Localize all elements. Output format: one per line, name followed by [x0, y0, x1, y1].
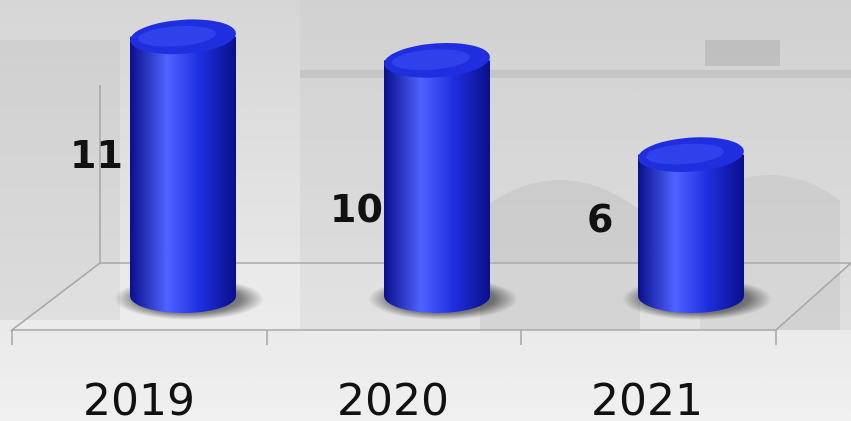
bar-body: [638, 154, 744, 313]
labels-layer: 11 2019 10 2020 6 2021: [70, 133, 703, 421]
bars-layer: [114, 19, 772, 320]
data-label-2020: 10: [330, 187, 383, 231]
bar-top: [638, 137, 744, 172]
bar-top-highlight: [646, 143, 724, 165]
bar-body: [130, 36, 236, 314]
cylinder-bar-2021: [622, 137, 772, 320]
x-tick-label-2021: 2021: [591, 375, 703, 421]
x-tick-label-2020: 2020: [337, 375, 449, 421]
bar-body: [384, 60, 490, 314]
data-label-2019: 11: [70, 133, 123, 177]
bar-top-highlight: [138, 25, 216, 47]
bar-top-highlight: [392, 49, 470, 71]
x-tick-label-2019: 2019: [83, 375, 195, 421]
data-label-2021: 6: [587, 197, 613, 241]
cylinder-bar-2019: [114, 19, 264, 320]
bar-top: [384, 42, 490, 78]
cylinder-bar-2020: [368, 42, 518, 320]
bar-top: [130, 19, 236, 55]
